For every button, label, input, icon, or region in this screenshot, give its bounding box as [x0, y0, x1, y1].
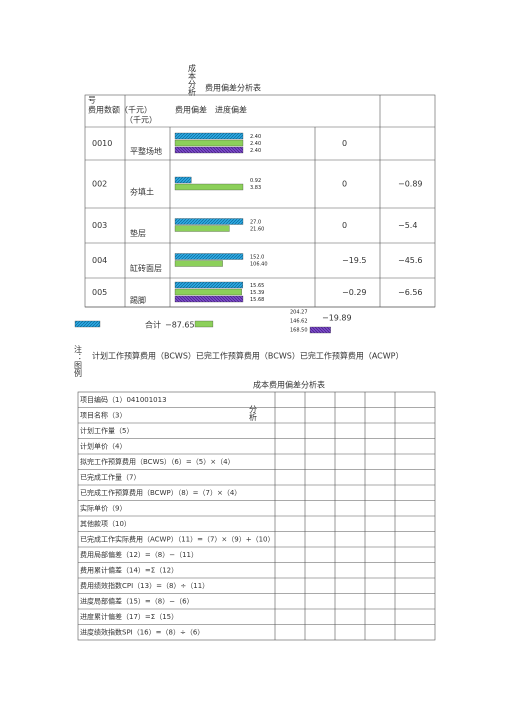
row-name: 夯填土	[130, 187, 154, 197]
total-bar-label: 168.50	[290, 328, 308, 334]
bar-label: 2.40	[250, 148, 261, 154]
row-code: 004	[92, 256, 107, 265]
schedule-deviation: −6.56	[398, 288, 423, 297]
bar-label: 21.60	[250, 227, 264, 233]
cost-deviation: 0	[342, 139, 347, 148]
lower-row-label: 已完成工作实际费用（ACWP）（11）=（7）×（9）+（10）	[80, 534, 275, 543]
row-name: 垫层	[130, 228, 146, 238]
row-code: 003	[92, 221, 107, 230]
title: 费用偏差分析表	[205, 83, 261, 93]
lower-side: 分析	[249, 405, 258, 422]
bar	[174, 183, 244, 191]
row-name: 平整场地	[130, 146, 162, 156]
bar-label: 15.68	[250, 297, 264, 303]
schedule-deviation: −5.4	[398, 221, 417, 230]
lower-row-label: 其他款项（10）	[80, 519, 131, 528]
lower-row-label: 进度局部偏差（15）=（8）−（6）	[80, 596, 194, 605]
total-bar-label: 146.62	[290, 319, 308, 325]
row-code: 002	[92, 180, 107, 189]
bar-label: 15.39	[250, 290, 264, 296]
schedule-deviation: −45.6	[398, 256, 423, 265]
bar	[174, 146, 244, 154]
row-code: 005	[92, 288, 107, 297]
lower-row-label: 进度累计偏差（17）=Σ（15）	[80, 612, 178, 621]
cost-deviation: 0	[342, 180, 347, 189]
lower-row-label: 费用局部偏差（12）=（8）−（11）	[80, 550, 198, 559]
bar-label: 0.92	[250, 178, 261, 184]
header-cell: 号	[88, 96, 96, 105]
header-cell: （千元）	[125, 115, 157, 125]
total-schedule: −87.65	[165, 321, 195, 330]
row-name: 踢脚	[130, 295, 146, 305]
bar	[174, 295, 244, 303]
schedule-deviation: −0.89	[398, 180, 423, 189]
header-cell: 进度偏差	[215, 105, 247, 115]
cost-deviation: 0	[342, 221, 347, 230]
cost-deviation: −19.5	[342, 256, 367, 265]
row-name: 缸砖面层	[130, 263, 162, 273]
cost-deviation: −0.29	[342, 288, 367, 297]
total-cost: −19.89	[322, 314, 352, 323]
bar-label: 3.83	[250, 185, 261, 191]
bar	[174, 132, 244, 140]
total-label: 合计	[145, 320, 161, 330]
lower-row-label: 进度绩效指数SPI（16）=（8）÷（6）	[80, 627, 204, 636]
bar	[174, 281, 244, 289]
total-bar	[74, 320, 101, 328]
bar	[174, 288, 242, 296]
lower-row-label: 项目名称（3）	[80, 410, 126, 419]
bar-label: 2.40	[250, 134, 261, 140]
bar-label: 27.0	[250, 220, 261, 226]
lower-row-label: 拟完工作预算费用（BCWS）（6）=（5）×（4）	[80, 457, 235, 466]
upper-table-grid	[84, 94, 436, 308]
bar-label: 152.0	[250, 255, 264, 261]
bar	[174, 225, 230, 232]
bar	[174, 139, 244, 147]
header-cell: 费用偏差	[175, 105, 207, 115]
bar	[174, 176, 192, 184]
lower-row-label: 计划工作量（5）	[80, 426, 133, 435]
lower-row-label: 实际单价（9）	[80, 503, 126, 512]
bar	[174, 260, 223, 267]
legend-label: 注：图例	[74, 344, 83, 378]
bar-label: 15.65	[250, 283, 264, 289]
legend-text: 计划工作预算费用（BCWS）已完工作预算费用（BCWS）已完工作预算费用（ACW…	[92, 351, 404, 361]
header-cell: 费用数额（千元）	[88, 105, 152, 115]
side-title: 成本分析	[188, 63, 197, 97]
lower-title: 成本费用偏差分析表	[253, 380, 325, 390]
total-bar	[309, 326, 331, 334]
lower-row-label: 计划单价（4）	[80, 441, 126, 450]
bar-label: 2.40	[250, 141, 261, 147]
lower-row-label: 费用绩效指数CPI（13）=（8）÷（11）	[80, 581, 209, 590]
lower-row-label: 已完成工作量（7）	[80, 472, 140, 481]
bar-label: 106.40	[250, 262, 268, 268]
lower-row-label: 费用累计偏差（14）=Σ（12）	[80, 565, 178, 574]
total-bar-label: 204.27	[290, 310, 308, 316]
bar	[174, 218, 244, 225]
lower-row-label: 已完成工作预算费用（BCWP）（8）=（7）×（4）	[80, 488, 241, 497]
lower-row-label: 项目编码（1）041001013	[80, 395, 167, 404]
total-bar	[194, 320, 214, 328]
bar	[174, 253, 244, 260]
row-code: 0010	[92, 139, 112, 148]
